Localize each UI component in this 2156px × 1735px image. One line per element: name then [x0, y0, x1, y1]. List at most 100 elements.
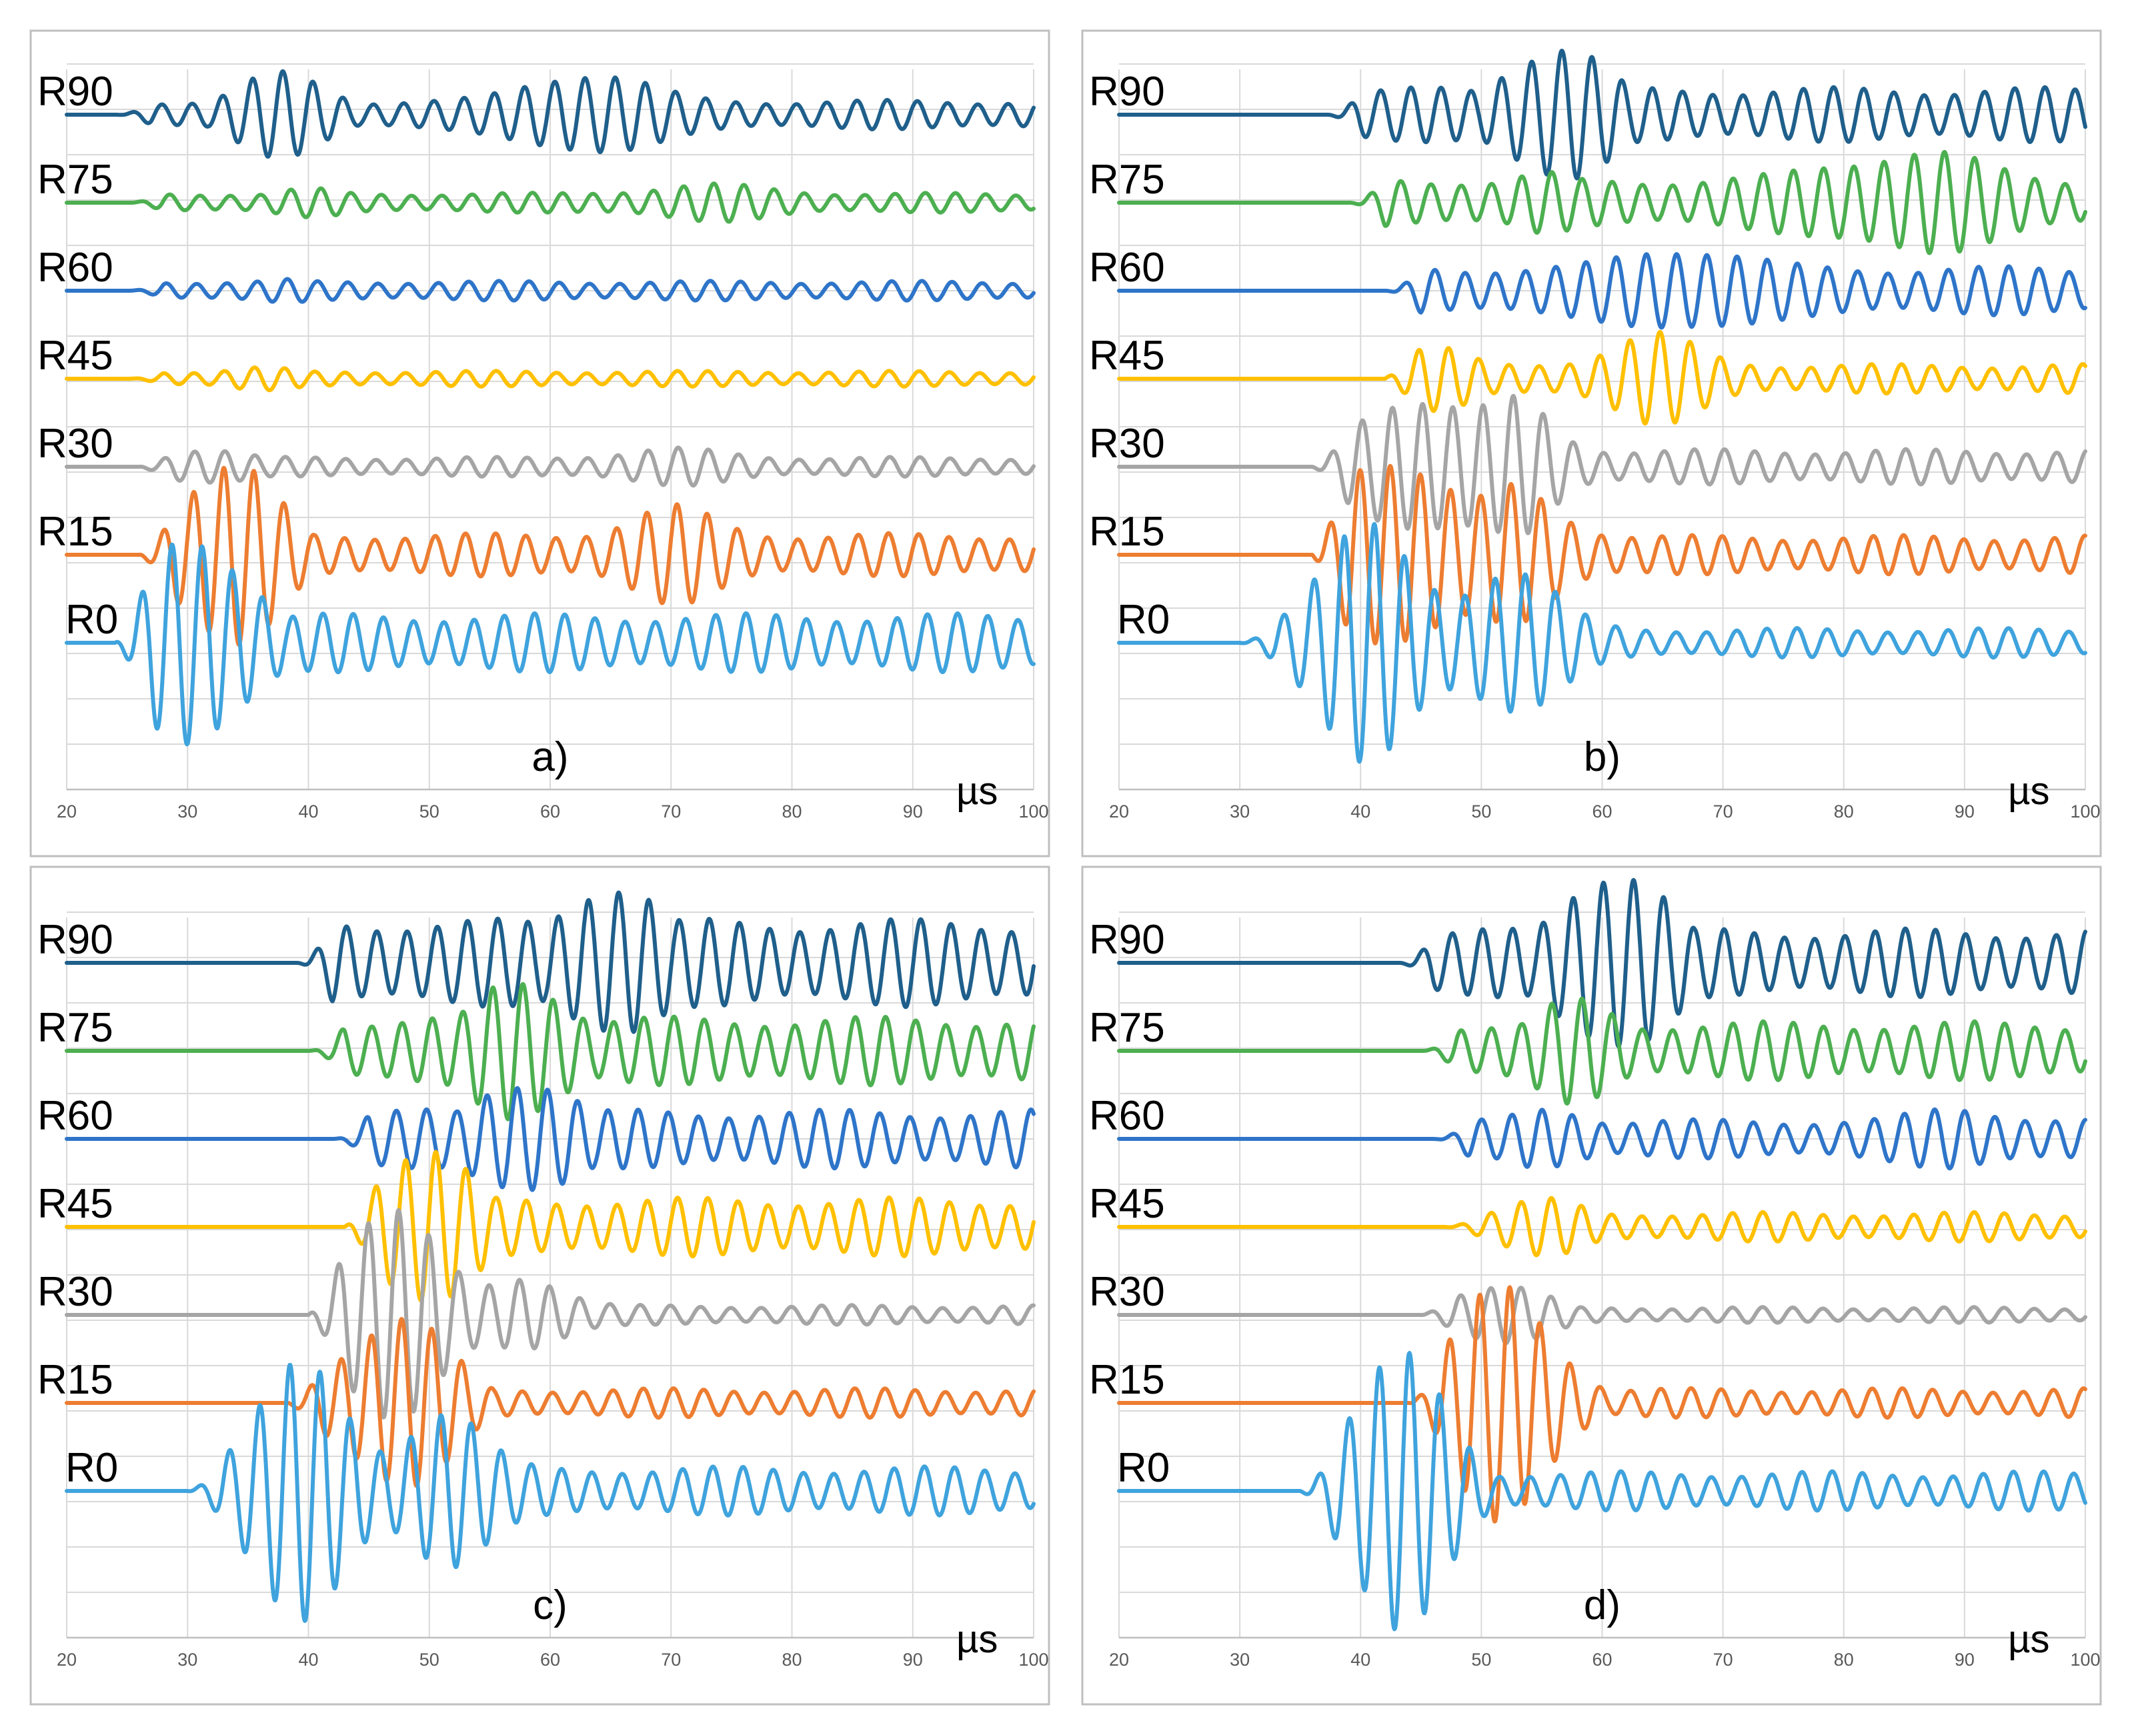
chart-panel-a: 20 30 40 50 60 70 80 90 100 µs a) R90 R75 R60 R45 R30 R1… — [29, 29, 1050, 857]
trace-line-r45 — [1117, 329, 2087, 426]
trace-label-r0: R0 — [1117, 1445, 1170, 1491]
x-tick-label: 70 — [661, 801, 681, 821]
trace-label-r45: R45 — [37, 333, 113, 379]
panel-frame — [29, 29, 1050, 857]
trace-label-r90: R90 — [37, 69, 113, 115]
trace-line-r30 — [1117, 1286, 2087, 1346]
panel-label: c) — [533, 1582, 568, 1628]
trace-label-r90: R90 — [1089, 917, 1165, 963]
x-tick-label: 20 — [1109, 801, 1129, 821]
x-tick-label: 90 — [1955, 1650, 1975, 1670]
x-tick-label: 20 — [1109, 1650, 1129, 1670]
x-tick-label: 90 — [903, 801, 923, 821]
trace-label-r15: R15 — [37, 509, 113, 555]
trace-label-r75: R75 — [1089, 1005, 1165, 1051]
trace-label-r45: R45 — [37, 1181, 113, 1227]
trace-label-r60: R60 — [1089, 1093, 1165, 1139]
trace-line-r15 — [1117, 463, 2087, 645]
x-tick-label: 40 — [298, 1650, 318, 1670]
trace-label-r0: R0 — [65, 597, 118, 643]
trace-line-r60 — [65, 277, 1036, 304]
x-unit-label: µs — [956, 769, 998, 813]
x-tick-label: 70 — [1713, 801, 1733, 821]
trace-line-r90 — [1117, 49, 2087, 181]
trace-line-r60 — [1117, 1107, 2087, 1171]
trace-label-r60: R60 — [37, 1093, 113, 1139]
trace-label-r0: R0 — [65, 1445, 118, 1491]
trace-label-r0: R0 — [1117, 597, 1170, 643]
trace-label-r90: R90 — [1089, 69, 1165, 115]
panel-frame — [29, 865, 1050, 1706]
x-tick-label: 40 — [1350, 1650, 1370, 1670]
x-tick-label: 90 — [903, 1650, 923, 1670]
trace-line-r45 — [65, 1150, 1036, 1303]
x-tick-label: 50 — [419, 1650, 439, 1670]
trace-label-r15: R15 — [1089, 509, 1165, 555]
x-tick-label: 90 — [1955, 801, 1975, 821]
panels-root: 20 30 40 50 60 70 80 90 100 µs a) R90 R75 R60 R45 R30 R1… — [29, 29, 2102, 1706]
panel-label: b) — [1584, 734, 1621, 780]
trace-line-r60 — [65, 1086, 1036, 1192]
x-unit-label: µs — [2008, 1618, 2049, 1661]
x-tick-label: 40 — [1350, 801, 1370, 821]
trace-label-r15: R15 — [37, 1357, 113, 1403]
x-tick-label: 60 — [1592, 1650, 1612, 1670]
x-tick-label: 40 — [298, 801, 318, 821]
trace-line-r60 — [1117, 252, 2087, 330]
x-tick-label: 30 — [177, 1650, 197, 1670]
trace-line-r15 — [1117, 1285, 2087, 1524]
panel-label: a) — [531, 734, 568, 780]
chart-panel-c: 20 30 40 50 60 70 80 90 100 µs c) R90 R75 R60 R45 R30 R1… — [29, 865, 1050, 1706]
x-unit-label: µs — [956, 1618, 998, 1661]
trace-label-r30: R30 — [1089, 1269, 1165, 1315]
x-unit-label: µs — [2008, 769, 2049, 813]
x-tick-label: 20 — [57, 801, 77, 821]
x-tick-label: 100 — [2070, 801, 2100, 821]
panel-frame — [1081, 29, 2102, 857]
x-tick-label: 30 — [177, 801, 197, 821]
x-tick-label: 50 — [1471, 1650, 1491, 1670]
trace-label-r30: R30 — [37, 1269, 113, 1315]
trace-line-r75 — [65, 982, 1036, 1122]
x-tick-label: 50 — [419, 801, 439, 821]
trace-line-r0 — [1117, 1351, 2087, 1632]
trace-line-r45 — [1117, 1196, 2087, 1258]
trace-line-r0 — [1117, 521, 2087, 764]
x-tick-label: 80 — [782, 1650, 802, 1670]
trace-label-r75: R75 — [1089, 157, 1165, 203]
trace-line-r90 — [1117, 878, 2087, 1049]
x-tick-label: 70 — [1713, 1650, 1733, 1670]
trace-line-r90 — [65, 69, 1036, 159]
x-tick-label: 20 — [57, 1650, 77, 1670]
x-tick-label: 80 — [1834, 801, 1854, 821]
x-tick-label: 80 — [1834, 1650, 1854, 1670]
x-tick-label: 80 — [782, 801, 802, 821]
panel-label: d) — [1584, 1582, 1621, 1628]
trace-label-r75: R75 — [37, 1005, 113, 1051]
x-tick-label: 60 — [1592, 801, 1612, 821]
trace-line-r30 — [1117, 393, 2087, 535]
x-tick-label: 30 — [1230, 1650, 1250, 1670]
x-tick-label: 70 — [661, 1650, 681, 1670]
trace-label-r45: R45 — [1089, 1181, 1165, 1227]
trace-line-r30 — [65, 1208, 1036, 1420]
x-tick-label: 100 — [2070, 1650, 2100, 1670]
x-tick-label: 100 — [1018, 1650, 1048, 1670]
x-tick-label: 30 — [1230, 801, 1250, 821]
trace-line-r0 — [65, 1363, 1036, 1623]
panel-frame — [1081, 865, 2102, 1706]
trace-line-r75 — [65, 181, 1036, 224]
trace-label-r60: R60 — [37, 245, 113, 291]
trace-label-r30: R30 — [37, 421, 113, 467]
trace-label-r15: R15 — [1089, 1357, 1165, 1403]
trace-line-r0 — [65, 542, 1036, 747]
trace-line-r75 — [1117, 149, 2087, 255]
x-tick-label: 60 — [540, 1650, 560, 1670]
trace-line-r45 — [65, 365, 1036, 393]
chart-panel-d: 20 30 40 50 60 70 80 90 100 µs d) R90 R75 R60 R45 R30 R1… — [1081, 865, 2102, 1706]
trace-label-r75: R75 — [37, 157, 113, 203]
trace-label-r60: R60 — [1089, 245, 1165, 291]
trace-label-r90: R90 — [37, 917, 113, 963]
chart-panel-b: 20 30 40 50 60 70 80 90 100 µs b) R90 R75 R60 R45 R30 R1… — [1081, 29, 2102, 857]
